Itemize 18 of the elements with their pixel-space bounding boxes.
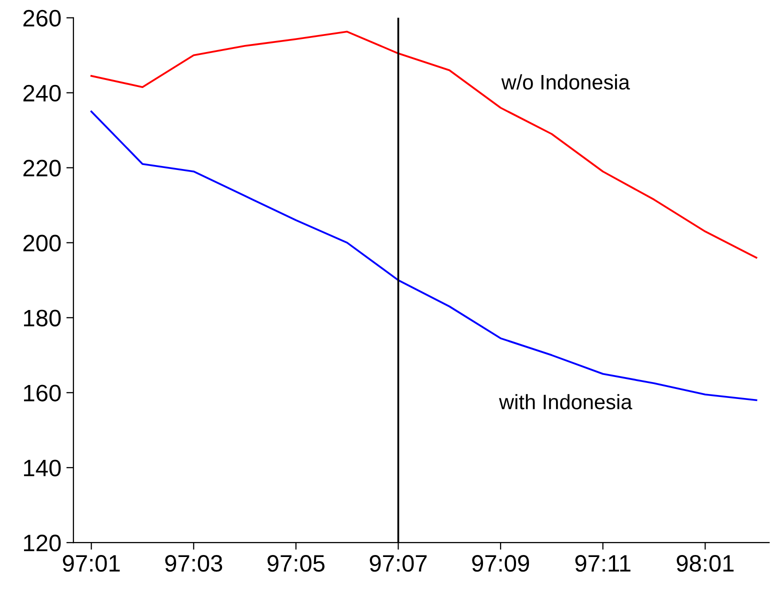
line-series bbox=[90, 30, 758, 259]
series-label: with Indonesia bbox=[499, 394, 632, 410]
x-tick-label: 97:01 bbox=[62, 555, 120, 572]
y-tick-label: 200 bbox=[23, 234, 61, 252]
series-label: w/o Indonesia bbox=[501, 74, 630, 90]
y-tick-label: 120 bbox=[24, 534, 61, 552]
x-tick-label: 98:01 bbox=[676, 555, 734, 572]
y-tick-label: 160 bbox=[24, 384, 61, 402]
x-tick-label: 97:03 bbox=[165, 555, 222, 572]
y-tick-label: 180 bbox=[24, 310, 61, 326]
y-tick-label: 260 bbox=[23, 10, 61, 27]
y-tick-label: 220 bbox=[23, 160, 61, 177]
x-tick-label: 97:11 bbox=[575, 555, 630, 572]
x-tick-label: 97:05 bbox=[268, 555, 325, 572]
y-tick-label: 140 bbox=[24, 460, 61, 476]
x-tick-label: 97:07 bbox=[370, 555, 427, 572]
y-tick-label: 240 bbox=[23, 84, 61, 102]
x-tick-label: 97:09 bbox=[472, 555, 529, 572]
